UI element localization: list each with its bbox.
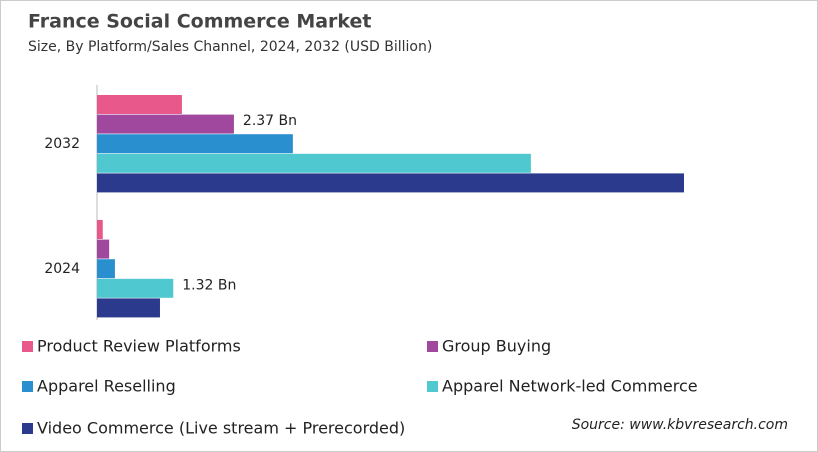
bar	[97, 259, 115, 279]
chart-title: France Social Commerce Market	[28, 11, 372, 33]
legend-label: Group Buying	[442, 337, 551, 356]
legend-swatch	[427, 381, 438, 392]
legend-label: Video Commerce (Live stream + Prerecorde…	[37, 419, 405, 438]
bar	[97, 153, 531, 173]
bar	[97, 239, 110, 259]
legend-swatch	[22, 381, 33, 392]
bar	[97, 114, 234, 134]
source: Source: www.kbvresearch.com	[572, 417, 788, 433]
legend-swatch	[427, 341, 438, 352]
bar	[97, 95, 182, 114]
bar	[97, 173, 684, 193]
bar	[97, 278, 174, 298]
chart-subtitle: Size, By Platform/Sales Channel, 2024, 2…	[28, 39, 432, 55]
legend-label: Product Review Platforms	[37, 337, 241, 356]
legend-swatch	[22, 341, 33, 352]
value-label: 1.32 Bn	[182, 277, 236, 293]
bar	[97, 220, 103, 239]
legend-label: Apparel Network-led Commerce	[442, 377, 698, 396]
legend-swatch	[22, 423, 33, 434]
category-label: 2024	[44, 261, 80, 277]
bar	[97, 298, 160, 318]
category-label: 2032	[44, 136, 80, 152]
bar	[97, 134, 293, 154]
legend-label: Apparel Reselling	[37, 377, 176, 396]
value-label: 2.37 Bn	[243, 113, 297, 129]
